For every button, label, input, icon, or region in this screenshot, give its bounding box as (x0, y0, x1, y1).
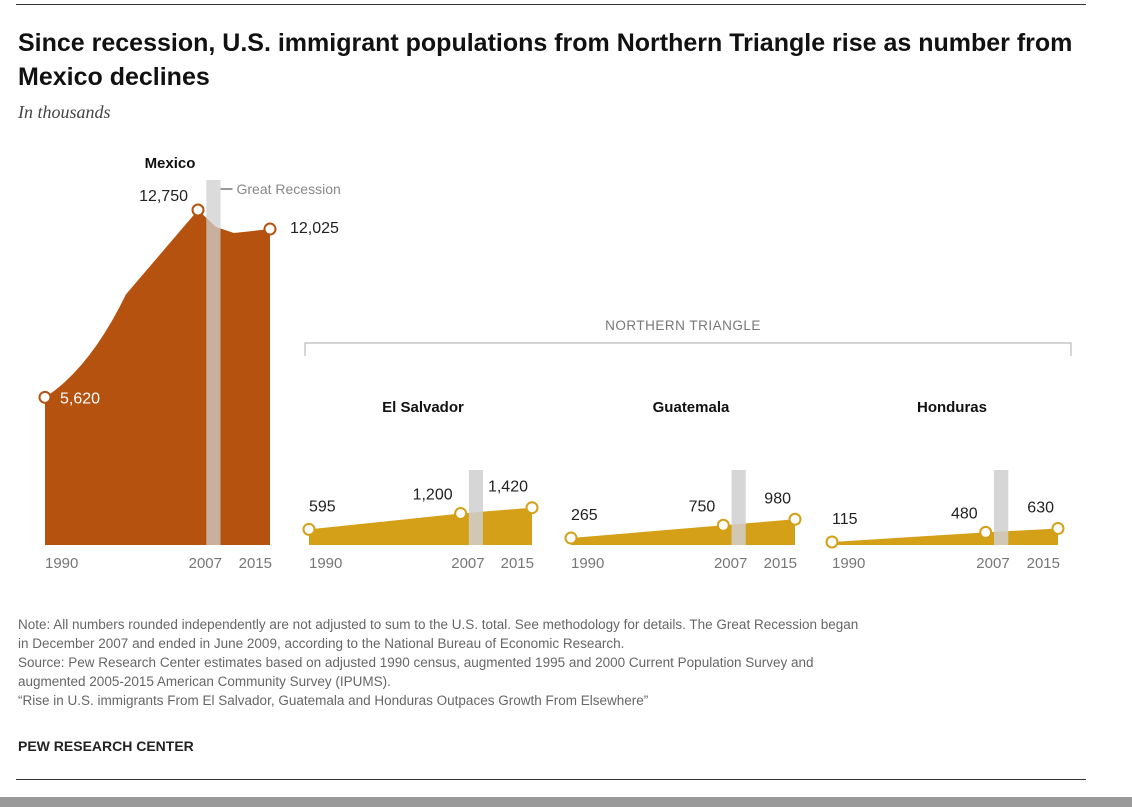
source-line: Source: Pew Research Center estimates ba… (18, 655, 814, 670)
bottom-rule (16, 779, 1086, 780)
source-line: augmented 2005-2015 American Community S… (18, 674, 391, 689)
data-label: 115 (832, 511, 858, 528)
pew-logo-text: PEW RESEARCH CENTER (18, 738, 194, 754)
data-point (263, 222, 277, 236)
data-label: 12,750 (139, 188, 188, 205)
notes-block: Note: All numbers rounded independently … (18, 615, 1108, 710)
panel-title: Honduras (917, 399, 987, 416)
data-label: 1,200 (413, 486, 453, 503)
area-el-salvador (309, 507, 532, 545)
data-label: 12,025 (290, 220, 339, 237)
x-tick-label: 2015 (501, 555, 534, 572)
panel-mexico: Mexico 1990 2007 2015 5,620 12,750 12,025 Great… (38, 155, 341, 572)
area-honduras (832, 528, 1058, 545)
data-point (38, 390, 52, 404)
x-tick-label: 1990 (45, 555, 78, 572)
recession-band (206, 180, 221, 545)
data-label: 750 (689, 498, 716, 515)
chart-subtitle: In thousands (18, 102, 111, 122)
chart-area: NORTHERN TRIANGLE Mexico 1990 2007 2015 5,62… (38, 155, 1072, 572)
x-tick-label: 2015 (1027, 555, 1060, 572)
footer-bar (0, 797, 1132, 807)
recession-label: Great Recession (237, 181, 341, 197)
x-tick-label: 1990 (309, 555, 342, 572)
x-tick-label: 2015 (764, 555, 797, 572)
x-tick-label: 1990 (571, 555, 604, 572)
x-tick-label: 2015 (239, 555, 272, 572)
note-line: Note: All numbers rounded independently … (18, 617, 859, 632)
panel-title: Guatemala (653, 399, 730, 416)
data-label: 5,620 (60, 390, 100, 407)
data-point (525, 501, 539, 515)
data-point (716, 518, 730, 532)
report-title-line: “Rise in U.S. immigrants From El Salvado… (18, 693, 649, 708)
data-label: 1,420 (488, 479, 528, 496)
data-point (454, 506, 468, 520)
data-point (788, 512, 802, 526)
area-mexico (45, 210, 270, 545)
data-label: 480 (951, 505, 978, 522)
chart-title: Since recession, U.S. immigrant populati… (18, 29, 1073, 91)
data-label: 980 (764, 490, 791, 507)
data-point (979, 525, 993, 539)
data-label: 595 (309, 498, 336, 515)
northern-triangle-bracket: NORTHERN TRIANGLE (304, 318, 1072, 356)
panel-el-salvador: El Salvador 1990 2007 2015 595 1,200 1,420 (302, 399, 539, 572)
panel-title: Mexico (145, 155, 196, 172)
x-tick-label: 1990 (832, 555, 865, 572)
northern-triangle-label: NORTHERN TRIANGLE (605, 318, 761, 333)
data-point (564, 531, 578, 545)
recession-band (731, 470, 746, 545)
data-point (1051, 521, 1065, 535)
data-point (191, 203, 205, 217)
panel-guatemala: Guatemala 1990 2007 2015 265 750 980 (564, 399, 802, 572)
panel-honduras: Honduras 1990 2007 2015 115 480 630 (825, 399, 1065, 572)
data-label: 630 (1027, 499, 1054, 516)
data-label: 265 (571, 507, 598, 524)
data-point (825, 535, 839, 549)
note-line: in December 2007 and ended in June 2009,… (18, 636, 625, 651)
x-tick-label: 2007 (189, 555, 222, 572)
data-point (302, 522, 316, 536)
x-tick-label: 2007 (451, 555, 484, 572)
recession-band (993, 470, 1009, 545)
top-rule (16, 4, 1086, 5)
area-guatemala (571, 519, 795, 545)
x-tick-label: 2007 (976, 555, 1009, 572)
recession-band (468, 470, 483, 545)
panel-title: El Salvador (382, 399, 464, 416)
x-tick-label: 2007 (714, 555, 747, 572)
